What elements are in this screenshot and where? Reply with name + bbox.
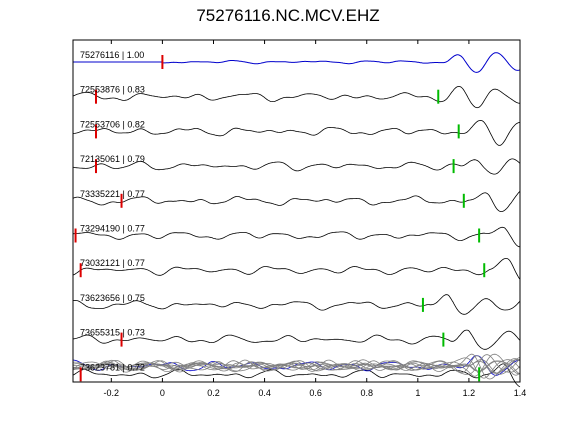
- x-axis: -0.2 0 0.2 0.4 0.6 0.8 1 1.2 1.4: [104, 40, 527, 398]
- markers-group: [74, 55, 486, 382]
- trace-line: [72, 158, 521, 175]
- trace-line: [72, 258, 521, 280]
- x-tick-label: 1: [415, 388, 420, 398]
- trace-line: [73, 52, 521, 73]
- stack-trace: [72, 353, 521, 377]
- x-tick-label: -0.2: [104, 388, 120, 398]
- trace-label: 72553706 | 0.82: [80, 119, 145, 129]
- trace-labels-group: 75276116 | 1.00 72553876 | 0.83 72553706 |…: [80, 50, 145, 372]
- trace-line: [72, 363, 521, 388]
- x-tick-label: 0: [160, 388, 165, 398]
- trace-line: [72, 329, 521, 350]
- chart-title: 75276116.NC.MCV.EHZ: [196, 6, 380, 25]
- trace-line: [72, 226, 521, 248]
- trace-label: 73335221 | 0.77: [80, 189, 145, 199]
- x-tick-label: 0.6: [309, 388, 322, 398]
- trace-line: [72, 190, 521, 212]
- trace-line: [72, 85, 521, 109]
- trace-line: [72, 294, 521, 315]
- trace-label: 72553876 | 0.83: [80, 85, 145, 95]
- trace-label: 73294190 | 0.77: [80, 224, 145, 234]
- stack-trace: [72, 355, 521, 374]
- traces-group: [72, 52, 521, 388]
- x-tick-label: 0.2: [207, 388, 220, 398]
- trace-line: [72, 119, 521, 146]
- trace-label: 75276116 | 1.00: [80, 50, 144, 60]
- plot-frame: [72, 39, 521, 383]
- trace-label: 73655315 | 0.73: [80, 328, 145, 338]
- x-tick-label: 0.8: [360, 388, 373, 398]
- trace-label: 72135061 | 0.79: [80, 154, 145, 164]
- stack-trace: [72, 360, 521, 375]
- x-tick-label: 0.4: [258, 388, 271, 398]
- trace-label: 73623656 | 0.75: [80, 293, 145, 303]
- x-tick-label: 1.2: [463, 388, 476, 398]
- x-tick-label: 1.4: [514, 388, 527, 398]
- trace-label: 73032121 | 0.77: [80, 258, 145, 268]
- trace-label: 73623781 | 0.72: [80, 362, 145, 372]
- stack-trace: [72, 353, 521, 380]
